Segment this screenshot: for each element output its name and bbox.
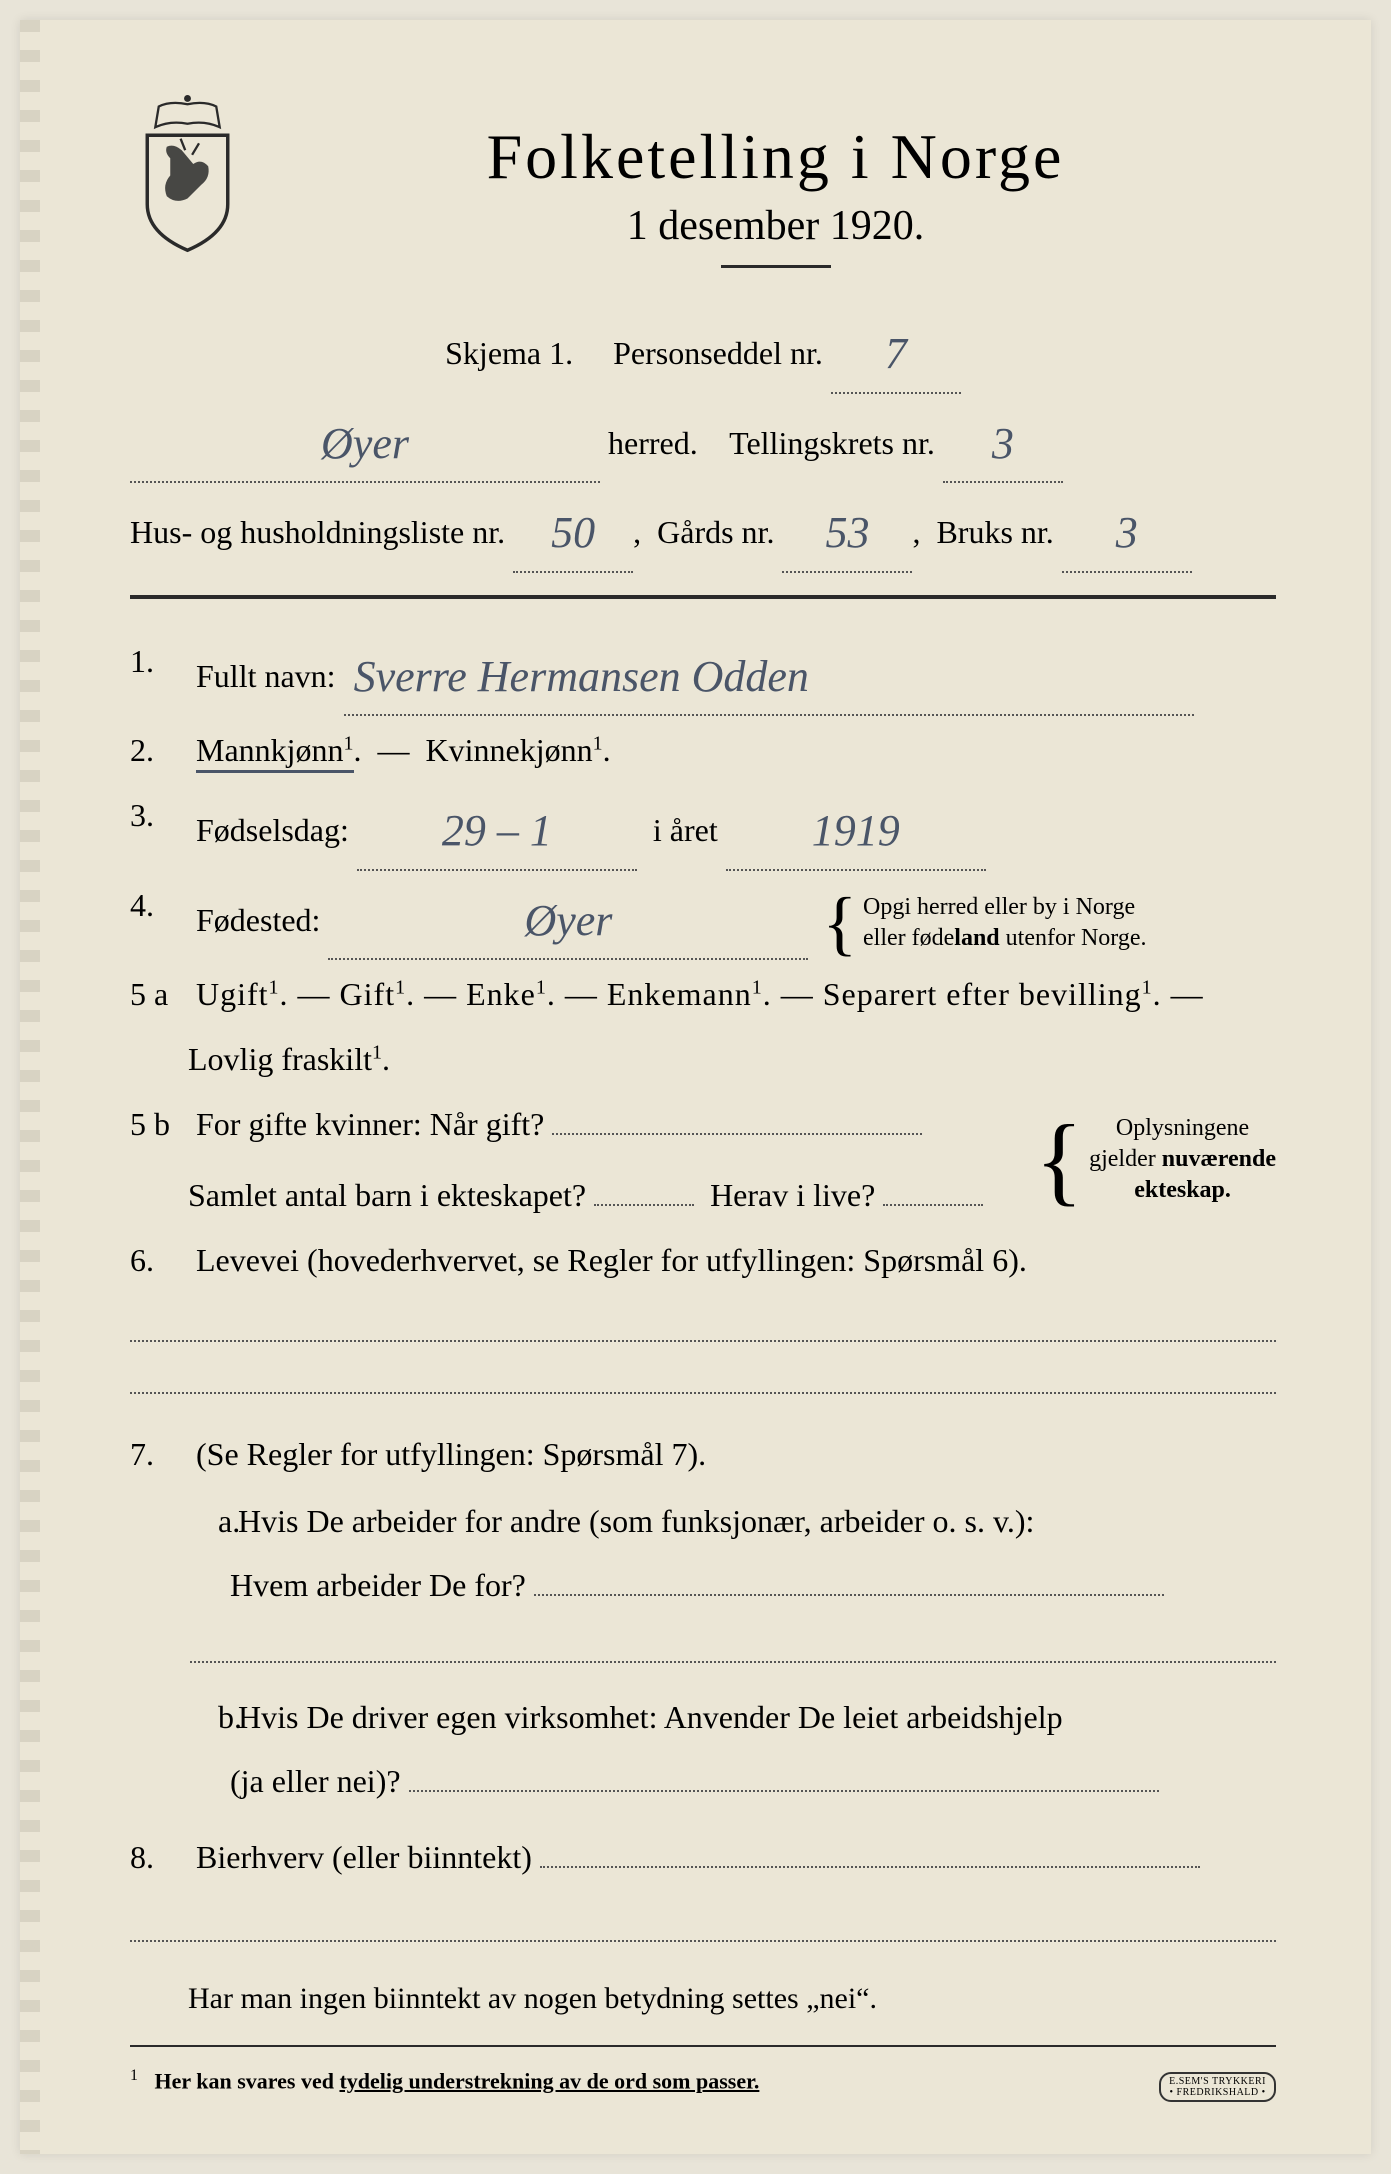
q2-num: 2.	[130, 720, 188, 781]
q1-value: Sverre Hermansen Odden	[354, 652, 809, 701]
q5b-2b: Herav i live?	[710, 1177, 875, 1213]
herred-value: Øyer	[321, 419, 409, 468]
q8-num: 8.	[130, 1827, 188, 1888]
q5a: 5 a Ugift1. — Gift1. — Enke1. — Enkemann…	[130, 964, 1276, 1025]
hus-value: 50	[551, 508, 595, 557]
bottom-text: Har man ingen biinntekt av nogen betydni…	[130, 1970, 1276, 2027]
title-block: Folketelling i Norge 1 desember 1920.	[275, 90, 1276, 303]
q4-note-a: Opgi herred eller by i Norge	[863, 894, 1135, 920]
q7b-letter: b.	[190, 1685, 230, 1749]
q7b: b. Hvis De driver egen virksomhet: Anven…	[190, 1685, 1276, 1813]
q8: 8. Bierhverv (eller biinntekt)	[130, 1827, 1276, 1888]
q6-blank1	[130, 1308, 1276, 1342]
q4-value: Øyer	[524, 896, 612, 945]
personseddel-value: 7	[885, 329, 907, 378]
hus-line: Hus- og husholdningsliste nr. 50 , Gårds…	[130, 487, 1276, 573]
q4-num: 4.	[130, 875, 188, 936]
q2-mannkjonn: Mannkjønn1	[196, 732, 354, 773]
q6-blank2	[130, 1360, 1276, 1394]
q1-label: Fullt navn:	[196, 658, 336, 694]
q7-num: 7.	[130, 1424, 188, 1485]
q7a-blank	[190, 1629, 1276, 1663]
schema-label: Skjema 1.	[445, 335, 573, 371]
q7-label: (Se Regler for utfyllingen: Spørsmål 7).	[196, 1436, 706, 1472]
q5b-num: 5 b	[130, 1094, 188, 1155]
q4-label: Fødested:	[196, 902, 320, 938]
q6-num: 6.	[130, 1230, 188, 1291]
q5b-note: { Oplysningene gjelder nuværende ekteska…	[1029, 1113, 1276, 1207]
q5b-note3: ekteskap.	[1134, 1177, 1231, 1203]
perforated-edge	[20, 20, 40, 2154]
q7b-1: Hvis De driver egen virksomhet: Anvender…	[238, 1699, 1063, 1735]
header: Folketelling i Norge 1 desember 1920.	[130, 90, 1276, 303]
footnote-divider	[130, 2045, 1276, 2047]
q3: 3. Fødselsdag: 29 – 1 i året 1919	[130, 785, 1276, 871]
q5b: 5 b For gifte kvinner: Når gift? Samlet …	[130, 1094, 1276, 1226]
q7a: a. Hvis De arbeider for andre (som funks…	[190, 1489, 1276, 1617]
herred-line: Øyer herred. Tellingskrets nr. 3	[130, 398, 1276, 484]
q5b-label: For gifte kvinner: Når gift?	[196, 1106, 544, 1142]
main-divider	[130, 595, 1276, 599]
q5b-note2: gjelder nuværende	[1089, 1146, 1276, 1172]
page-subtitle: 1 desember 1920.	[275, 202, 1276, 250]
q4-note-b: eller fødeland utenfor Norge.	[863, 925, 1147, 951]
q8-blank	[130, 1908, 1276, 1942]
bruks-label: Bruks nr.	[936, 514, 1053, 550]
hus-label: Hus- og husholdningsliste nr.	[130, 514, 505, 550]
q6: 6. Levevei (hovederhvervet, se Regler fo…	[130, 1230, 1276, 1291]
page-title: Folketelling i Norge	[275, 120, 1276, 194]
q5a-options2: Lovlig fraskilt1.	[188, 1041, 390, 1077]
q8-label: Bierhverv (eller biinntekt)	[196, 1839, 532, 1875]
gards-label: Gårds nr.	[657, 514, 774, 550]
coat-of-arms-icon	[130, 95, 245, 250]
q7a-letter: a.	[190, 1489, 230, 1553]
q3-label: Fødselsdag:	[196, 812, 349, 848]
gards-value: 53	[825, 508, 869, 557]
footnote-text: Her kan svares ved tydelig understreknin…	[155, 2068, 760, 2093]
q5a-options: Ugift1. — Gift1. — Enke1. — Enkemann1. —…	[196, 976, 1204, 1012]
title-divider	[721, 265, 831, 268]
q2: 2. Mannkjønn1. — Kvinnekjønn1.	[130, 720, 1276, 781]
q7b-2: (ja eller nei)?	[190, 1763, 401, 1799]
q7a-1: Hvis De arbeider for andre (som funksjon…	[238, 1503, 1034, 1539]
q6-label: Levevei (hovederhvervet, se Regler for u…	[196, 1242, 1027, 1278]
q3-num: 3.	[130, 785, 188, 846]
q5b-2a: Samlet antal barn i ekteskapet?	[188, 1177, 586, 1213]
q3-mid: i året	[653, 812, 718, 848]
census-form-page: Folketelling i Norge 1 desember 1920. Sk…	[20, 20, 1371, 2154]
q5a-cont: Lovlig fraskilt1.	[130, 1029, 1276, 1090]
q3-year: 1919	[812, 806, 900, 855]
printer-mark: E.SEM'S TRYKKERI• FREDRIKSHALD •	[1159, 2072, 1276, 2102]
coat-of-arms-svg	[130, 95, 245, 256]
schema-line: Skjema 1. Personseddel nr. 7	[130, 308, 1276, 394]
q5a-num: 5 a	[130, 964, 188, 1025]
herred-label: herred.	[608, 425, 698, 461]
footnote: 1 Her kan svares ved tydelig understrekn…	[130, 2067, 1276, 2094]
personseddel-label: Personseddel nr.	[613, 335, 823, 371]
q2-kvinnekjonn: Kvinnekjønn1	[426, 732, 603, 768]
q1-num: 1.	[130, 631, 188, 692]
tellingskrets-value: 3	[992, 419, 1014, 468]
q4: 4. Fødested: Øyer { Opgi herred eller by…	[130, 875, 1276, 961]
q7: 7. (Se Regler for utfyllingen: Spørsmål …	[130, 1424, 1276, 1485]
q1: 1. Fullt navn: Sverre Hermansen Odden	[130, 631, 1276, 717]
q5b-note1: Oplysningene	[1116, 1115, 1249, 1141]
bruks-value: 3	[1116, 508, 1138, 557]
q7a-2: Hvem arbeider De for?	[190, 1567, 526, 1603]
q3-day: 29 – 1	[442, 806, 552, 855]
q4-note: { Opgi herred eller by i Norge eller fød…	[816, 892, 1146, 954]
tellingskrets-label: Tellingskrets nr.	[729, 425, 935, 461]
